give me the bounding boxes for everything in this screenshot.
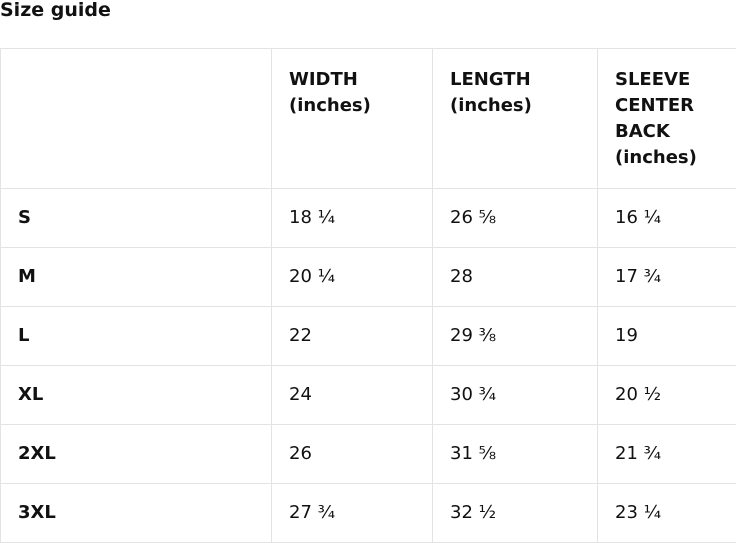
cell-width: 20 ¼ [271,247,433,307]
header-sleeve-label: SLEEVE CENTER BACK (inches) [615,69,697,168]
size-guide-table: WIDTH (inches) LENGTH (inches) SLEEVE CE… [0,48,736,543]
cell-length: 30 ¾ [432,365,598,425]
cell-sleeve: 16 ¼ [597,188,736,248]
cell-sleeve: 17 ¾ [597,247,736,307]
cell-size: 2XL [0,424,272,484]
header-row: WIDTH (inches) LENGTH (inches) SLEEVE CE… [0,48,736,189]
cell-sleeve: 20 ½ [597,365,736,425]
cell-size: S [0,188,272,248]
cell-width: 26 [271,424,433,484]
header-width: WIDTH (inches) [271,48,433,189]
page-title: Size guide [0,0,111,21]
cell-size: L [0,306,272,366]
cell-width: 18 ¼ [271,188,433,248]
cell-sleeve: 21 ¾ [597,424,736,484]
header-size [0,48,272,189]
table-row: L 22 29 ⅜ 19 [0,306,736,366]
header-length-label: LENGTH (inches) [450,69,532,116]
cell-width: 22 [271,306,433,366]
table-row: M 20 ¼ 28 17 ¾ [0,247,736,307]
cell-size: 3XL [0,483,272,543]
cell-width: 27 ¾ [271,483,433,543]
cell-length: 29 ⅜ [432,306,598,366]
cell-length: 31 ⅝ [432,424,598,484]
header-length: LENGTH (inches) [432,48,598,189]
cell-length: 32 ½ [432,483,598,543]
table-row: 2XL 26 31 ⅝ 21 ¾ [0,424,736,484]
header-sleeve: SLEEVE CENTER BACK (inches) [597,48,736,189]
cell-size: M [0,247,272,307]
cell-width: 24 [271,365,433,425]
table-row: 3XL 27 ¾ 32 ½ 23 ¼ [0,483,736,543]
cell-length: 26 ⅝ [432,188,598,248]
cell-size: XL [0,365,272,425]
cell-sleeve: 19 [597,306,736,366]
cell-length: 28 [432,247,598,307]
cell-sleeve: 23 ¼ [597,483,736,543]
header-width-label: WIDTH (inches) [289,69,371,116]
table-row: XL 24 30 ¾ 20 ½ [0,365,736,425]
table-row: S 18 ¼ 26 ⅝ 16 ¼ [0,188,736,248]
